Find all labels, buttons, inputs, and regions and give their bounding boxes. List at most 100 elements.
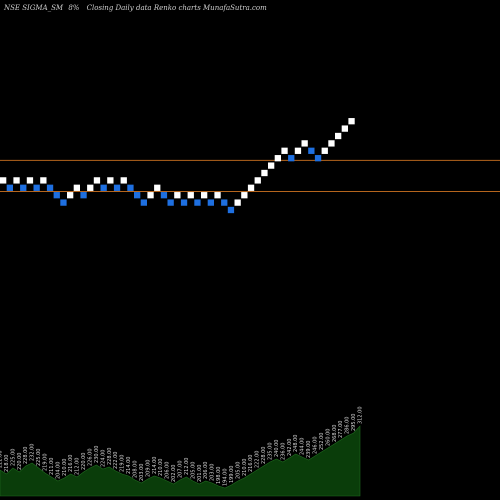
brick-up bbox=[348, 118, 355, 125]
volume-label: 194.00 bbox=[223, 469, 229, 487]
brick-down bbox=[314, 155, 322, 162]
brick-up bbox=[268, 162, 275, 169]
brick-down bbox=[20, 184, 27, 191]
brick-up bbox=[154, 184, 161, 191]
volume-label: 211.00 bbox=[49, 458, 55, 476]
volume-label: 224.00 bbox=[100, 450, 106, 468]
volume-label: 216.00 bbox=[248, 455, 254, 473]
volume-label: 228.00 bbox=[107, 448, 113, 466]
volume-label: 202.00 bbox=[171, 465, 177, 483]
volume-label: 210.00 bbox=[158, 459, 164, 477]
volume-label: 260.00 bbox=[325, 429, 331, 447]
volume-label: 312.00 bbox=[358, 407, 364, 425]
brick-up bbox=[187, 192, 194, 199]
volume-label: 204.00 bbox=[55, 462, 61, 480]
brick-down bbox=[6, 184, 13, 191]
brick-up bbox=[201, 192, 208, 199]
volume-label: 199.00 bbox=[229, 466, 235, 484]
volume-label: 219.00 bbox=[120, 455, 126, 473]
brick-up bbox=[328, 140, 335, 147]
volume-label: 225.00 bbox=[10, 449, 16, 467]
volume-label: 220.00 bbox=[17, 453, 23, 471]
brick-down bbox=[46, 184, 54, 191]
volume-area bbox=[0, 425, 361, 497]
brick-up bbox=[120, 177, 127, 184]
volume-label: 208.00 bbox=[133, 461, 139, 479]
brick-up bbox=[107, 177, 114, 184]
brick-up bbox=[174, 192, 181, 199]
brick-down bbox=[194, 199, 201, 206]
volume-label: 210.00 bbox=[242, 459, 248, 477]
volume-label: 206.00 bbox=[203, 462, 209, 480]
volume-label: 277.00 bbox=[338, 421, 344, 439]
brick-down bbox=[127, 184, 134, 191]
volume-label: 232.00 bbox=[30, 444, 36, 462]
volume-label: 286.00 bbox=[345, 417, 351, 435]
brick-up bbox=[214, 192, 221, 199]
volume-label: 210.00 bbox=[62, 459, 68, 477]
brick-up bbox=[294, 147, 302, 154]
brick-down bbox=[180, 199, 188, 206]
brick-down bbox=[33, 184, 40, 191]
brick-up bbox=[247, 184, 255, 191]
brick-up bbox=[73, 184, 80, 191]
reference-lines bbox=[0, 159, 500, 192]
brick-down bbox=[113, 184, 121, 191]
brick-up bbox=[241, 192, 248, 199]
volume-label: 230.00 bbox=[94, 446, 100, 464]
volume-label: 219.00 bbox=[43, 454, 49, 472]
brick-up bbox=[274, 155, 281, 162]
brick-up bbox=[87, 184, 94, 191]
brick-up bbox=[13, 177, 20, 184]
volume-label: 242.00 bbox=[287, 439, 293, 457]
chart-header: NSE SIGMA_SM 8% Closing Daily data Renko… bbox=[3, 4, 267, 12]
volume-label: 240.00 bbox=[274, 440, 280, 458]
volume-label: 201.00 bbox=[197, 465, 203, 483]
volume-label: 239.00 bbox=[306, 441, 312, 459]
volume-label: 203.00 bbox=[139, 464, 145, 482]
volume-label: 212.00 bbox=[75, 458, 81, 476]
volume-label: 225.00 bbox=[36, 449, 42, 467]
volume-label: 207.00 bbox=[178, 461, 184, 479]
volume-label: 203.00 bbox=[210, 464, 216, 482]
volume-label: 228.00 bbox=[23, 447, 29, 465]
volume-label: 222.00 bbox=[113, 452, 119, 470]
brick-up bbox=[281, 147, 288, 154]
brick-up bbox=[341, 125, 348, 132]
brick-up bbox=[321, 147, 328, 154]
brick-down bbox=[80, 192, 87, 199]
header-symbol: NSE SIGMA_SM bbox=[3, 4, 64, 12]
brick-up bbox=[335, 132, 342, 140]
brick-down bbox=[167, 199, 174, 206]
brick-up bbox=[147, 192, 154, 199]
brick-down bbox=[288, 155, 295, 162]
volume-label: 226.00 bbox=[88, 449, 94, 467]
brick-up bbox=[93, 177, 101, 184]
volume-label: 218.00 bbox=[4, 455, 10, 473]
brick-down bbox=[160, 192, 168, 199]
volume-label: 214.00 bbox=[126, 457, 132, 475]
volume-label: 246.00 bbox=[313, 437, 319, 455]
volume-label: 205.00 bbox=[190, 462, 196, 480]
volume-label: 205.00 bbox=[235, 462, 241, 480]
brick-up bbox=[301, 140, 308, 147]
volume-label: 216.00 bbox=[68, 455, 74, 473]
brick-up bbox=[67, 192, 74, 199]
header-description: Closing Daily data Renko charts MunafaSu… bbox=[87, 4, 267, 12]
volume-label: 222.00 bbox=[255, 451, 261, 469]
brick-down bbox=[221, 199, 228, 206]
brick-down bbox=[140, 199, 147, 206]
volume-label: 236.00 bbox=[280, 443, 286, 461]
volume-label: 248.00 bbox=[293, 435, 299, 453]
volume-label: 228.00 bbox=[261, 447, 267, 465]
brick-down bbox=[227, 206, 235, 214]
brick-down bbox=[60, 199, 67, 206]
volume-label: 212.00 bbox=[184, 458, 190, 476]
brick-down bbox=[100, 184, 107, 191]
volume-label: 268.00 bbox=[332, 425, 338, 443]
volume-label: 252.00 bbox=[319, 433, 325, 451]
brick-up bbox=[234, 199, 241, 206]
volume-label: 209.00 bbox=[145, 460, 151, 478]
volume-label: 206.00 bbox=[165, 462, 171, 480]
